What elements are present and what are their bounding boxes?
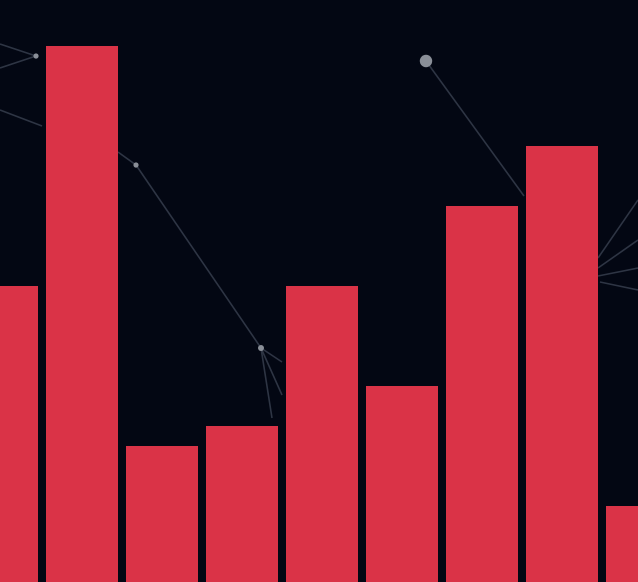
bar-9 [606, 506, 638, 582]
network-node-n3 [258, 345, 264, 351]
network-edge-2 [0, 55, 37, 69]
bar-1 [0, 286, 38, 582]
network-edge-4 [117, 151, 137, 166]
bar-8 [526, 146, 598, 582]
bar-3 [126, 446, 198, 582]
network-edge-11 [597, 239, 638, 269]
network-edge-8 [260, 347, 273, 419]
network-nodes [33, 53, 433, 351]
network-edge-13 [599, 281, 638, 291]
network-edge-9 [425, 60, 525, 197]
network-edge-10 [597, 199, 638, 259]
network-edge-12 [597, 267, 638, 277]
bar-2 [46, 46, 118, 582]
network-edge-5 [135, 164, 262, 349]
network-node-n2 [133, 162, 139, 168]
network-edge-1 [0, 43, 37, 57]
bar-5 [286, 286, 358, 582]
network-edge-7 [260, 347, 283, 396]
network-node-n1 [33, 53, 39, 59]
bar-6 [366, 386, 438, 582]
bar-series [0, 46, 638, 582]
network-edges [0, 43, 638, 419]
network-edge-6 [260, 347, 283, 363]
network-node-n4 [419, 54, 433, 68]
bar-4 [206, 426, 278, 582]
network-edge-3 [0, 109, 43, 127]
bar-7 [446, 206, 518, 582]
